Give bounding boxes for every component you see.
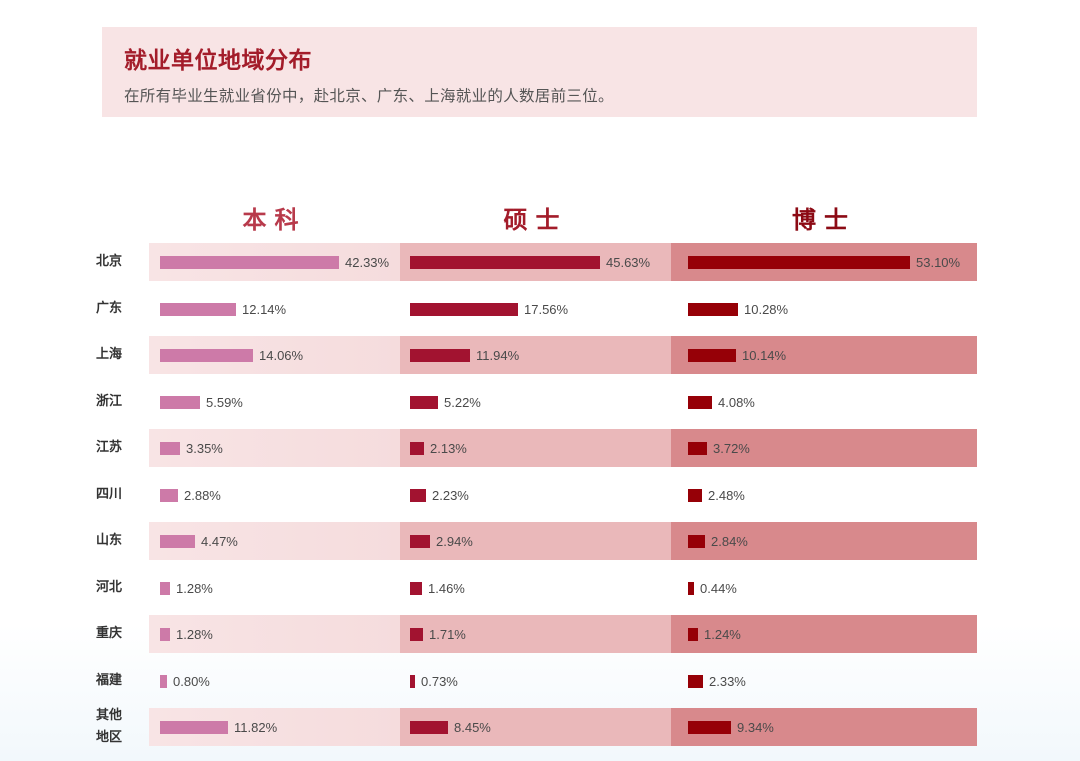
page-subtitle: 在所有毕业生就业省份中，赴北京、广东、上海就业的人数居前三位。 bbox=[124, 87, 614, 105]
value-label-doctor: 10.28% bbox=[744, 301, 789, 317]
value-label-doctor: 3.72% bbox=[713, 441, 750, 456]
value-label-master: 17.56% bbox=[524, 301, 569, 317]
row-band-bachelor bbox=[149, 429, 400, 467]
bar-master bbox=[410, 488, 426, 502]
row-label: 其他 地区 bbox=[96, 705, 140, 749]
row-band-master bbox=[400, 615, 671, 653]
value-label-master: 0.73% bbox=[421, 673, 458, 689]
value-label-doctor: 9.34% bbox=[737, 720, 774, 735]
row-label: 河北 bbox=[96, 579, 123, 595]
bar-master bbox=[410, 256, 600, 269]
value-label-master: 2.13% bbox=[430, 441, 467, 456]
value-label-doctor: 1.24% bbox=[704, 627, 741, 642]
value-label-doctor: 0.44% bbox=[700, 580, 737, 596]
bar-doctor bbox=[688, 395, 712, 409]
value-label-doctor: 2.84% bbox=[711, 534, 748, 549]
value-label-bachelor: 1.28% bbox=[176, 627, 213, 642]
bar-master bbox=[410, 442, 424, 455]
bar-bachelor bbox=[160, 302, 236, 316]
value-label-master: 5.22% bbox=[444, 394, 481, 410]
column-header-master: 硕士 bbox=[503, 206, 568, 234]
value-label-master: 45.63% bbox=[606, 255, 651, 270]
bar-master bbox=[410, 721, 448, 734]
row-label: 上海 bbox=[96, 347, 123, 362]
bar-master bbox=[410, 581, 422, 595]
row-band-master bbox=[400, 522, 671, 560]
row-band-doctor bbox=[671, 429, 977, 467]
row-label: 浙江 bbox=[96, 393, 123, 409]
bar-doctor bbox=[688, 302, 738, 316]
bar-bachelor bbox=[160, 674, 167, 688]
row-label-line1: 其他 bbox=[96, 708, 123, 723]
bar-doctor bbox=[688, 721, 731, 734]
row-label: 四川 bbox=[96, 486, 123, 502]
bar-bachelor bbox=[160, 535, 195, 548]
value-label-master: 1.46% bbox=[428, 580, 465, 596]
bar-master bbox=[410, 395, 438, 409]
row-label: 广东 bbox=[96, 300, 123, 316]
page-title: 就业单位地域分布 bbox=[124, 48, 312, 74]
bar-doctor bbox=[688, 581, 694, 595]
value-label-bachelor: 0.80% bbox=[173, 673, 210, 689]
row-label: 北京 bbox=[96, 254, 123, 269]
value-label-bachelor: 2.88% bbox=[184, 487, 221, 503]
bar-bachelor bbox=[160, 721, 228, 734]
bar-bachelor bbox=[160, 395, 200, 409]
row-label: 江苏 bbox=[96, 440, 123, 455]
bar-doctor bbox=[688, 442, 707, 455]
value-label-bachelor: 12.14% bbox=[242, 301, 287, 317]
value-label-doctor: 53.10% bbox=[916, 255, 961, 270]
value-label-master: 1.71% bbox=[429, 627, 466, 642]
row-label: 山东 bbox=[96, 533, 123, 548]
value-label-doctor: 10.14% bbox=[742, 348, 787, 363]
bar-doctor bbox=[688, 256, 910, 269]
bar-doctor bbox=[688, 488, 702, 502]
value-label-bachelor: 4.47% bbox=[201, 534, 238, 549]
value-label-master: 8.45% bbox=[454, 720, 491, 735]
value-label-doctor: 2.48% bbox=[708, 487, 745, 503]
column-header-doctor: 博士 bbox=[792, 206, 856, 234]
value-label-doctor: 4.08% bbox=[718, 394, 755, 410]
value-label-master: 2.94% bbox=[436, 534, 473, 549]
value-label-bachelor: 3.35% bbox=[186, 441, 223, 456]
value-label-bachelor: 5.59% bbox=[206, 394, 243, 410]
bar-master bbox=[410, 349, 470, 362]
header-box: 就业单位地域分布 在所有毕业生就业省份中，赴北京、广东、上海就业的人数居前三位。 bbox=[102, 27, 977, 117]
row-band-doctor bbox=[671, 522, 977, 560]
value-label-master: 2.23% bbox=[432, 487, 469, 503]
value-label-bachelor: 42.33% bbox=[345, 255, 390, 270]
value-label-master: 11.94% bbox=[476, 348, 520, 363]
bar-doctor bbox=[688, 628, 698, 641]
bar-bachelor bbox=[160, 488, 178, 502]
row-label-line2: 地区 bbox=[96, 730, 123, 745]
bar-doctor bbox=[688, 674, 703, 688]
bar-bachelor bbox=[160, 628, 170, 641]
row-band-doctor bbox=[671, 615, 977, 653]
row-band-master bbox=[400, 429, 671, 467]
value-label-bachelor: 11.82% bbox=[234, 720, 278, 735]
bar-bachelor bbox=[160, 442, 180, 455]
bar-doctor bbox=[688, 535, 705, 548]
bar-master bbox=[410, 535, 430, 548]
row-label: 重庆 bbox=[96, 626, 123, 641]
column-header-bachelor: 本科 bbox=[242, 206, 307, 234]
value-label-bachelor: 1.28% bbox=[176, 580, 213, 596]
row-label: 福建 bbox=[96, 672, 123, 688]
value-label-doctor: 2.33% bbox=[709, 673, 746, 689]
bar-master bbox=[410, 302, 518, 316]
bar-bachelor bbox=[160, 581, 170, 595]
value-label-bachelor: 14.06% bbox=[259, 348, 304, 363]
row-band-bachelor bbox=[149, 615, 400, 653]
bar-doctor bbox=[688, 349, 736, 362]
bar-bachelor bbox=[160, 256, 339, 269]
bar-master bbox=[410, 674, 415, 688]
bar-bachelor bbox=[160, 349, 253, 362]
bar-master bbox=[410, 628, 423, 641]
